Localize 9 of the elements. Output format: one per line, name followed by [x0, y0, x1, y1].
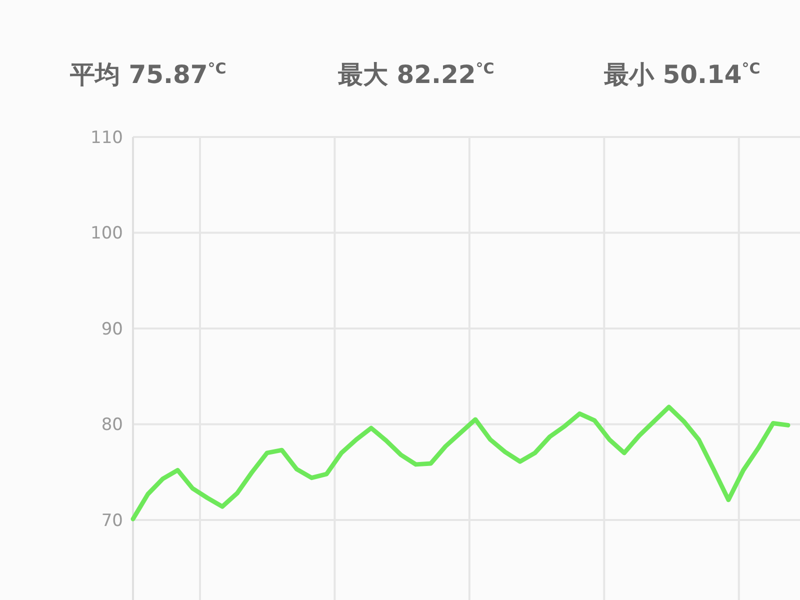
line-series	[130, 404, 790, 522]
y-tick-label: 90	[101, 319, 123, 340]
text: 平均 75.87$^{°C}$	[70, 58, 226, 91]
y-tick-label: 70	[101, 510, 123, 531]
text: 最小 50.14$^{°C}$	[604, 58, 760, 91]
y-tick-label: 110	[90, 128, 123, 148]
y-tick-label: 100	[90, 224, 123, 244]
y-tick-label: 80	[101, 415, 123, 436]
text: 最大 82.22$^{°C}$	[338, 58, 494, 91]
